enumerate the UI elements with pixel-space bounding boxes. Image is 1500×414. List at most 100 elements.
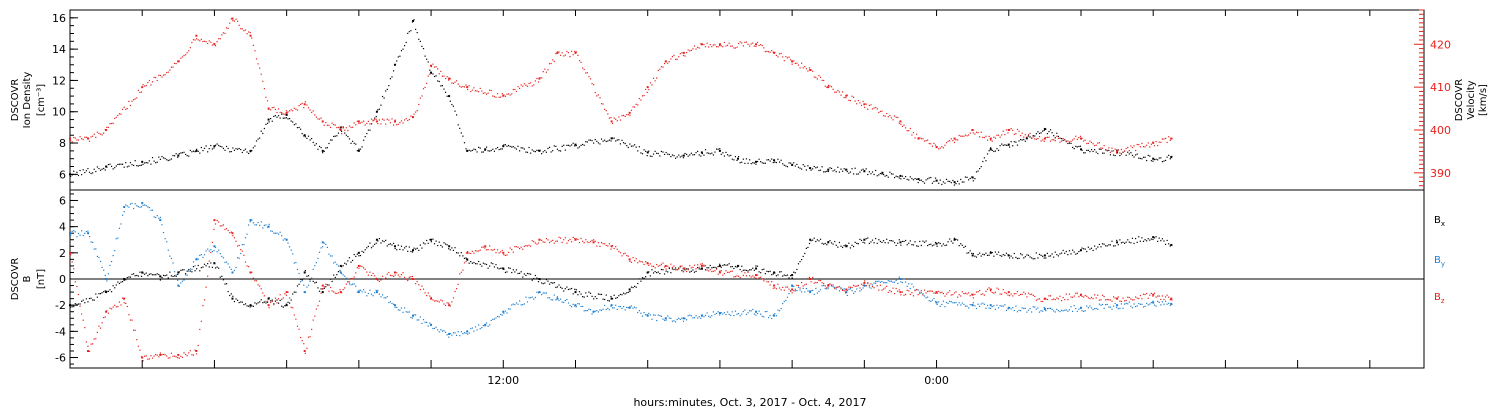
series-sample: [681, 265, 683, 267]
series-sample: [1169, 299, 1171, 301]
series-sample: [648, 264, 650, 267]
series-sample: [914, 137, 916, 139]
series-sample: [490, 89, 492, 92]
series-sample: [608, 139, 611, 141]
series-sample: [353, 283, 355, 285]
series-sample: [328, 290, 330, 292]
series-sample: [701, 268, 703, 270]
series-sample: [1149, 294, 1151, 296]
series-sample: [956, 304, 959, 306]
series-sample: [249, 151, 251, 153]
series-sample: [156, 273, 158, 275]
left-axis-tick-label: 16: [52, 12, 66, 25]
series-sample: [953, 292, 956, 294]
series-sample: [1065, 293, 1067, 295]
series-sample: [467, 259, 469, 261]
series-sample: [522, 85, 524, 87]
series-sample: [186, 274, 188, 276]
series-sample: [1169, 304, 1171, 306]
data-point: [1043, 297, 1046, 300]
series-sample: [490, 249, 492, 251]
data-point: [321, 291, 324, 294]
data-point: [267, 297, 270, 300]
series-sample: [186, 270, 188, 272]
series-sample: [971, 252, 973, 255]
series-sample: [1097, 246, 1099, 248]
series-sample: [994, 291, 997, 293]
series-sample: [860, 289, 863, 291]
series-sample: [1073, 305, 1075, 307]
series-sample: [983, 254, 985, 256]
series-sample: [112, 306, 114, 308]
data-point: [646, 86, 649, 89]
series-sample: [1026, 136, 1028, 138]
data-point: [773, 271, 776, 274]
series-sample: [191, 354, 193, 356]
series-sample: [975, 256, 978, 258]
series-sample: [126, 166, 128, 168]
series-sample: [952, 140, 954, 142]
series-sample: [583, 310, 585, 312]
series-sample: [238, 147, 240, 150]
series-sample: [681, 317, 683, 319]
series-sample: [374, 117, 376, 119]
series-sample: [1160, 304, 1162, 306]
data-point: [412, 314, 415, 317]
series-sample: [1100, 148, 1102, 150]
series-sample: [1032, 136, 1034, 138]
series-sample: [281, 235, 283, 237]
series-sample: [679, 265, 681, 267]
series-sample: [586, 295, 588, 297]
series-sample: [1056, 254, 1058, 256]
series-sample: [134, 98, 136, 100]
series-sample: [920, 179, 922, 181]
series-sample: [641, 261, 644, 263]
series-sample: [945, 142, 948, 144]
series-sample: [715, 148, 718, 150]
series-sample: [460, 132, 462, 134]
series-sample: [1131, 307, 1134, 309]
series-sample: [854, 291, 856, 293]
data-point: [195, 349, 198, 352]
data-point: [267, 225, 270, 228]
series-sample: [980, 303, 982, 305]
series-sample: [739, 315, 741, 317]
series-sample: [1090, 296, 1093, 299]
series-sample: [853, 96, 855, 98]
series-sample: [616, 308, 618, 311]
series-sample: [1059, 253, 1061, 255]
series-sample: [407, 250, 409, 252]
data-point: [339, 291, 342, 294]
series-sample: [142, 272, 144, 274]
series-sample: [448, 248, 450, 250]
series-sample: [887, 280, 889, 282]
series-sample: [904, 281, 907, 283]
series-sample: [799, 289, 801, 291]
series-sample: [649, 314, 651, 316]
series-sample: [997, 251, 1000, 253]
series-sample: [865, 238, 867, 240]
series-sample: [607, 299, 609, 302]
series-sample: [1142, 240, 1145, 242]
series-sample: [734, 310, 737, 312]
series-sample: [1048, 136, 1050, 138]
series-sample: [476, 250, 478, 252]
series-sample: [281, 305, 283, 307]
series-sample: [709, 269, 711, 271]
series-sample: [737, 313, 740, 315]
series-sample: [121, 297, 124, 299]
series-sample: [596, 297, 598, 300]
series-sample: [810, 69, 812, 71]
series-sample: [407, 119, 409, 122]
series-sample: [1147, 154, 1149, 156]
series-sample: [1007, 144, 1009, 146]
series-sample: [396, 124, 398, 126]
series-sample: [1100, 299, 1102, 301]
series-sample: [886, 174, 888, 177]
series-sample: [621, 139, 623, 141]
series-sample: [755, 277, 757, 279]
series-sample: [279, 231, 281, 233]
data-point: [1043, 127, 1046, 130]
series-sample: [528, 146, 530, 149]
series-sample: [120, 113, 122, 115]
